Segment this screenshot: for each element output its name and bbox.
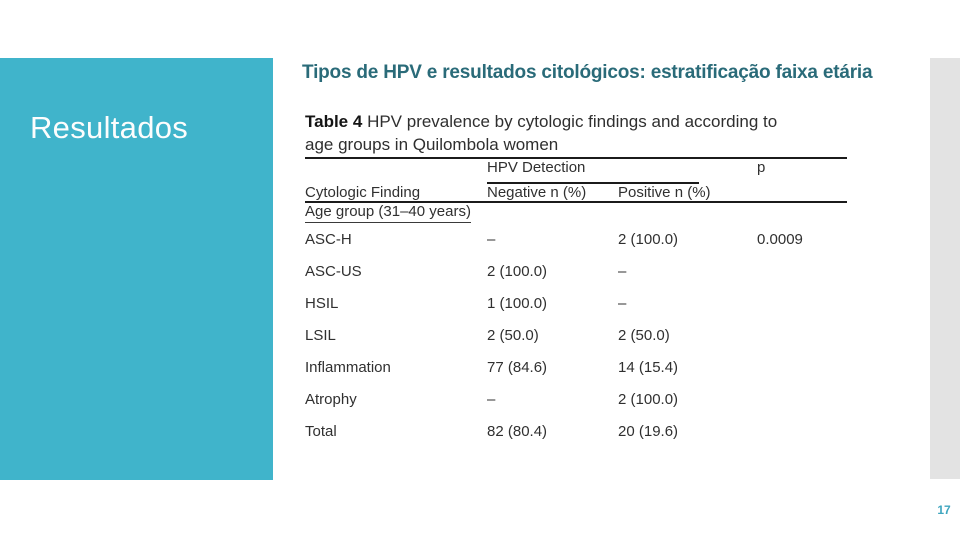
table-caption: Table 4 HPV prevalence by cytologic find… <box>305 110 865 156</box>
p-value-cell <box>757 415 847 447</box>
p-value-cell <box>757 287 847 319</box>
negative-cell: 82 (80.4) <box>487 422 548 440</box>
positive-cell: 20 (19.6) <box>618 422 679 440</box>
empty-cell <box>305 157 487 184</box>
positive-cell: – <box>618 262 627 280</box>
table-caption-line2: age groups in Quilombola women <box>305 135 559 154</box>
table-row: Atrophy – 2 (100.0) <box>305 383 847 415</box>
positive-cell: 14 (15.4) <box>618 358 679 376</box>
finding-cell: HSIL <box>305 294 339 312</box>
p-value-cell <box>757 255 847 287</box>
p-value-cell <box>757 351 847 383</box>
negative-cell: 2 (50.0) <box>487 326 539 344</box>
table-row: ASC-H – 2 (100.0) 0.0009 <box>305 223 847 255</box>
negative-cell: 1 (100.0) <box>487 294 548 312</box>
finding-cell: ASC-US <box>305 262 362 280</box>
table-row: Inflammation 77 (84.6) 14 (15.4) <box>305 351 847 383</box>
positive-cell: – <box>618 294 627 312</box>
table-row: HSIL 1 (100.0) – <box>305 287 847 319</box>
age-group-section-row: Age group (31–40 years) <box>305 202 847 223</box>
positive-cell: 2 (50.0) <box>618 326 670 344</box>
table-column-header-row: Cytologic Finding Negative n (%) Positiv… <box>305 184 847 203</box>
p-value-cell <box>757 383 847 415</box>
table-group-header-row: HPV Detection p <box>305 157 847 184</box>
table-caption-line1: Table 4 HPV prevalence by cytologic find… <box>305 110 865 133</box>
table-row: LSIL 2 (50.0) 2 (50.0) <box>305 319 847 351</box>
section-sidebar: Resultados <box>0 58 273 480</box>
negative-cell: – <box>487 390 496 408</box>
slide-page-number: 17 <box>937 503 951 517</box>
table-row: ASC-US 2 (100.0) – <box>305 255 847 287</box>
age-group-cell: Age group (31–40 years) <box>305 202 847 223</box>
positive-cell: 2 (100.0) <box>618 230 679 248</box>
section-label: Resultados <box>30 110 189 145</box>
finding-cell: Total <box>305 422 337 440</box>
slide-title: Tipos de HPV e resultados citológicos: e… <box>302 62 873 83</box>
finding-cell: ASC-H <box>305 230 352 248</box>
column-header: Positive n (%) <box>618 184 757 203</box>
scan-page-edge <box>930 58 960 479</box>
group-header-cell: HPV Detection <box>487 157 757 184</box>
finding-cell: LSIL <box>305 326 336 344</box>
p-header-cell: p <box>757 157 847 184</box>
p-value-cell: 0.0009 <box>757 230 803 248</box>
age-group-label: Age group (31–40 years) <box>305 203 471 223</box>
table-caption-text: HPV prevalence by cytologic findings and… <box>367 112 778 131</box>
column-header: Negative n (%) <box>487 184 618 203</box>
finding-cell: Atrophy <box>305 390 357 408</box>
negative-cell: 2 (100.0) <box>487 262 548 280</box>
finding-cell: Inflammation <box>305 358 391 376</box>
hpv-prevalence-table: HPV Detection p Cytologic Finding Negati… <box>305 157 847 447</box>
negative-cell: – <box>487 230 496 248</box>
table-caption-label: Table 4 <box>305 112 363 131</box>
positive-cell: 2 (100.0) <box>618 390 679 408</box>
column-header: Cytologic Finding <box>305 184 487 203</box>
group-header-label: HPV Detection <box>487 160 699 184</box>
p-value-cell <box>757 319 847 351</box>
table-row: Total 82 (80.4) 20 (19.6) <box>305 415 847 447</box>
negative-cell: 77 (84.6) <box>487 358 548 376</box>
empty-cell <box>757 184 847 203</box>
